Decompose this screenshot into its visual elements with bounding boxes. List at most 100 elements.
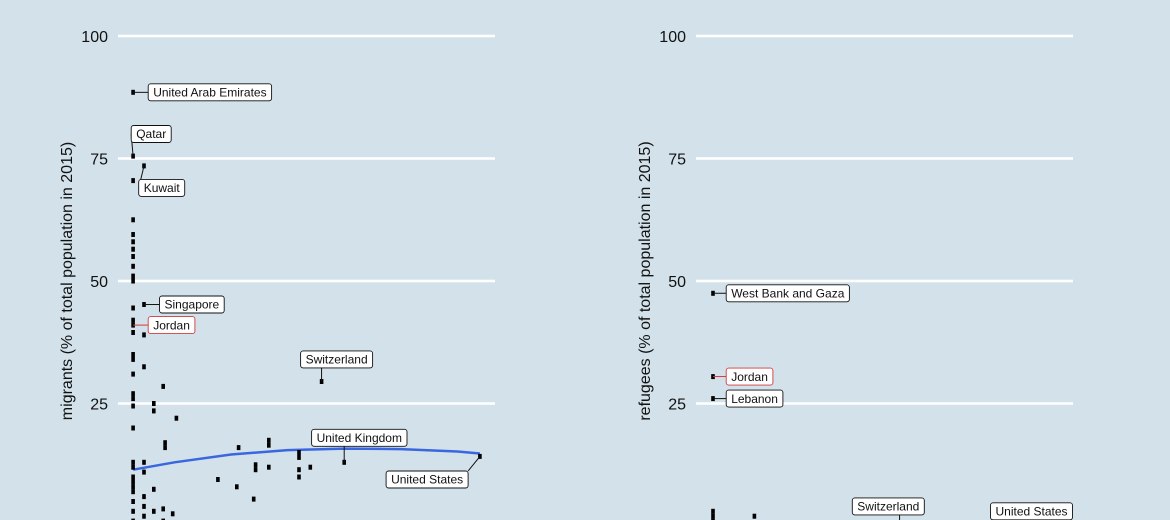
data-point <box>131 425 135 431</box>
data-point <box>297 450 301 455</box>
annotation: United Arab Emirates <box>133 83 273 102</box>
data-point <box>267 464 271 470</box>
data-point <box>161 506 165 512</box>
annotation: Switzerland <box>851 497 925 520</box>
data-point <box>131 499 135 504</box>
data-point <box>131 508 135 514</box>
data-point <box>152 408 156 414</box>
data-point <box>297 467 301 473</box>
annotation-box <box>147 316 196 335</box>
y-tick-label: 100 <box>81 29 108 46</box>
annotation-label: Switzerland <box>306 353 368 367</box>
data-point <box>131 352 135 357</box>
data-point <box>131 356 135 362</box>
data-point <box>131 246 135 252</box>
data-point <box>142 302 146 307</box>
data-point <box>142 469 146 475</box>
data-point <box>152 401 156 406</box>
data-point <box>251 496 256 502</box>
data-point <box>142 513 146 519</box>
annotation-box <box>725 367 774 386</box>
data-point <box>142 459 146 465</box>
data-point <box>131 273 135 279</box>
data-point <box>152 508 156 514</box>
data-point <box>131 484 135 490</box>
trend-line <box>132 447 481 471</box>
data-point <box>131 371 135 377</box>
annotation: Kuwait <box>138 165 186 197</box>
data-point <box>174 415 179 421</box>
annotation-box <box>725 284 850 303</box>
data-point <box>142 332 146 338</box>
data-point <box>131 254 135 259</box>
annotation-box <box>147 83 273 102</box>
annotation-label: West Bank and Gaza <box>731 286 845 300</box>
data-point <box>131 232 135 237</box>
y-axis-label: refugees (% of total population in 2015) <box>637 141 654 420</box>
data-point <box>236 445 241 451</box>
data-point <box>131 396 135 402</box>
annotation-label: United Arab Emirates <box>153 86 266 100</box>
data-point <box>131 278 135 284</box>
annotation: United States <box>990 502 1073 520</box>
data-point <box>297 454 301 460</box>
data-point <box>235 484 239 490</box>
data-point <box>711 513 715 519</box>
annotation-label: Singapore <box>165 298 220 312</box>
data-point <box>131 330 135 335</box>
annotation-label: United States <box>391 473 463 487</box>
data-point <box>131 479 135 485</box>
data-point <box>163 445 167 451</box>
data-point <box>478 453 482 459</box>
annotation-label: Lebanon <box>731 392 778 406</box>
annotation-box <box>159 295 225 314</box>
data-point <box>131 391 135 397</box>
data-point <box>142 503 146 509</box>
data-point <box>131 317 135 323</box>
annotation-label: Switzerland <box>857 500 919 514</box>
data-point <box>161 518 165 520</box>
y-tick-label: 75 <box>668 152 686 169</box>
data-point <box>131 518 135 520</box>
data-point <box>297 474 301 480</box>
annotation-label: Qatar <box>136 127 166 141</box>
annotation: United States <box>385 456 481 489</box>
data-point <box>267 437 271 443</box>
annotation-label: Jordan <box>731 370 768 384</box>
annotation-label: United States <box>996 505 1068 519</box>
annotation-label: United Kingdom <box>317 431 402 445</box>
annotation-box <box>138 178 186 197</box>
data-point <box>142 364 146 370</box>
data-point <box>711 508 715 514</box>
data-point <box>131 239 135 245</box>
data-point <box>752 513 757 519</box>
y-tick-label: 50 <box>90 274 108 291</box>
data-point <box>131 403 135 409</box>
y-tick-label: 25 <box>668 397 686 414</box>
data-point <box>163 440 167 446</box>
data-point <box>131 178 135 184</box>
data-point <box>131 217 135 223</box>
annotation: West Bank and Gaza <box>712 284 850 303</box>
annotation-box <box>130 125 172 143</box>
annotation-label: Jordan <box>153 318 190 332</box>
y-axis-label: migrants (% of total population in 2015) <box>59 142 76 420</box>
data-point <box>152 486 156 492</box>
data-point <box>253 462 258 468</box>
data-point <box>131 464 135 470</box>
annotation-box <box>300 350 374 369</box>
data-point <box>253 467 258 473</box>
leader-line <box>467 456 481 472</box>
data-point <box>170 511 175 517</box>
data-point <box>131 459 135 465</box>
data-point <box>131 305 135 311</box>
data-point <box>131 489 135 495</box>
y-tick-label: 100 <box>659 29 686 46</box>
y-tick-label: 25 <box>90 397 108 414</box>
annotation: Singapore <box>144 295 225 314</box>
annotation: Switzerland <box>300 350 374 382</box>
data-point <box>142 494 146 500</box>
y-tick-label: 75 <box>90 152 108 169</box>
annotation-box <box>311 428 408 447</box>
